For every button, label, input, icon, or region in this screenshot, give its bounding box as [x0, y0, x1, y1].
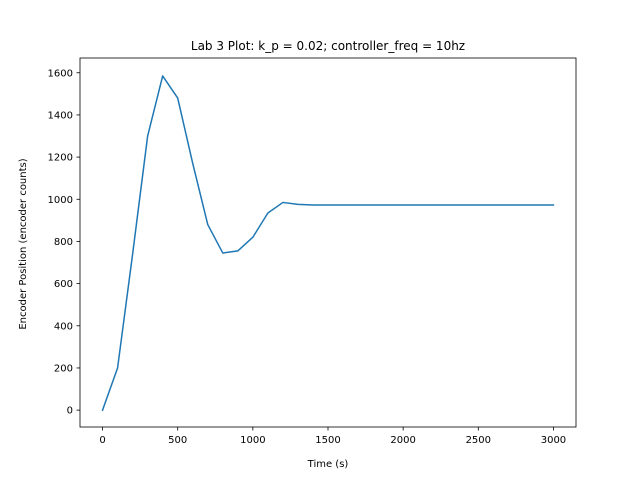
x-tick-label-0: 0 [99, 435, 105, 446]
x-tick-label-500: 500 [168, 435, 187, 446]
x-axis-label: Time (s) [307, 459, 349, 470]
series-line-0 [101, 75, 555, 412]
x-tick-label-3000: 3000 [541, 435, 566, 446]
x-tick-label-2000: 2000 [390, 435, 415, 446]
y-tick-label-0: 0 [67, 406, 73, 417]
x-tick-label-1000: 1000 [240, 435, 265, 446]
y-tick-label-600: 600 [54, 279, 73, 290]
y-tick-label-400: 400 [54, 321, 73, 332]
x-tick-label-2500: 2500 [466, 435, 491, 446]
y-tick-label-200: 200 [54, 363, 73, 374]
y-tick-label-1600: 1600 [48, 68, 73, 79]
axes-frame [79, 57, 577, 428]
chart-title: Lab 3 Plot: k_p = 0.02; controller_freq … [191, 39, 465, 53]
y-tick-label-1000: 1000 [48, 195, 73, 206]
y-tick-label-1200: 1200 [48, 153, 73, 164]
x-tick-label-1500: 1500 [315, 435, 340, 446]
plot-area: 0 500 1000 1500 2000 2500 3000 0 200 400 600 800 100… [48, 57, 577, 446]
y-tick-label-1400: 1400 [48, 110, 73, 121]
y-axis-label: Encoder Position (encoder counts) [18, 158, 29, 329]
y-tick-label-800: 800 [54, 237, 73, 248]
